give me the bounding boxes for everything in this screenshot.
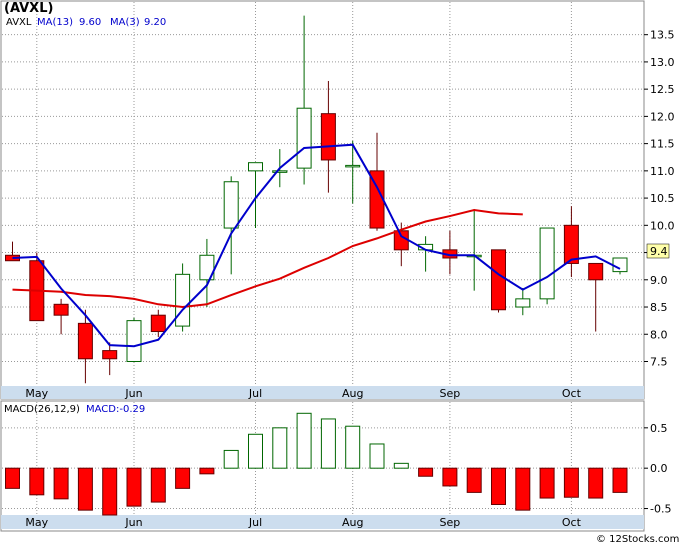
price-month-label: Jun (124, 387, 142, 400)
macd-bar (393, 462, 409, 469)
candle-body (199, 254, 215, 281)
macd-histogram (5, 412, 628, 516)
macd-bar (320, 418, 336, 469)
macd-tick-label: 0.0 (650, 462, 668, 475)
candle-body (53, 303, 69, 316)
legend-ma13-value: 9.60 (79, 17, 101, 28)
macd-bar (515, 467, 531, 511)
candle-body (563, 224, 579, 264)
price-y-axis: 7.58.08.59.09.510.010.511.011.512.012.51… (644, 29, 675, 368)
chart-title: (AVXL) (4, 1, 53, 16)
macd-month-label: Jun (124, 516, 142, 529)
price-month-label: Oct (562, 387, 582, 400)
price-month-labels: May Jun Jul Aug Sep Oct (25, 387, 581, 400)
price-tick-label: 11.0 (650, 165, 675, 178)
macd-month-label: Jul (248, 516, 262, 529)
watermark: © 12Stocks.com (596, 534, 679, 545)
macd-month-label: Sep (440, 516, 461, 529)
macd-bar (588, 467, 604, 499)
macd-month-label: Aug (342, 516, 363, 529)
macd-bar (563, 467, 579, 498)
macd-month-labels: May Jun Jul Aug Sep Oct (25, 516, 581, 529)
price-tick-label: 8.0 (650, 328, 668, 341)
price-panel-frame (0, 0, 645, 400)
ma13-line (12, 209, 523, 309)
macd-month-label: May (25, 516, 48, 529)
candle-body (539, 227, 555, 300)
macd-bar (345, 425, 361, 469)
price-tick-label: 13.0 (650, 56, 675, 69)
legend-symbol: AVXL (6, 17, 32, 28)
macd-tick-label: -0.5 (650, 503, 671, 516)
candle-body (588, 262, 604, 281)
macd-bar (126, 467, 142, 507)
macd-bar (150, 467, 166, 503)
candlesticks (5, 15, 628, 384)
macd-bar (102, 467, 118, 516)
candle-body (515, 298, 531, 308)
macd-legend-label: MACD(26,12,9) (4, 404, 80, 415)
macd-bar (248, 433, 263, 469)
candle-body (102, 350, 118, 360)
candle-body (77, 322, 93, 360)
price-tick-label: 11.5 (650, 138, 675, 151)
macd-bar (442, 467, 458, 487)
macd-bar (418, 467, 434, 477)
price-tick-label: 12.0 (650, 110, 675, 123)
price-month-label: Aug (342, 387, 363, 400)
legend-ma3-value: 9.20 (144, 17, 166, 28)
macd-y-axis: -0.5 0.0 0.5 (644, 422, 671, 516)
macd-bar (466, 467, 482, 493)
candle-body (126, 320, 142, 362)
macd-bar (77, 467, 93, 511)
macd-tick-label: 0.5 (650, 422, 668, 435)
legend-ma3-label: MA(3) (110, 17, 140, 28)
last-price-label: 9.4 (650, 245, 668, 258)
macd-legend-value: MACD:-0.29 (86, 404, 145, 415)
macd-month-band (1, 515, 644, 529)
last-price-tag (646, 243, 670, 259)
macd-bar (612, 467, 628, 493)
macd-bar (199, 467, 215, 475)
price-month-label: Sep (440, 387, 461, 400)
price-month-label: Jul (248, 387, 262, 400)
macd-bar (175, 467, 191, 489)
macd-bar (539, 467, 555, 499)
macd-bar (369, 443, 385, 469)
price-tick-label: 9.0 (650, 274, 668, 287)
candle-body (345, 164, 361, 168)
price-month-band (1, 386, 644, 399)
macd-bar (223, 449, 239, 469)
macd-month-label: Oct (562, 516, 582, 529)
candle-body (612, 257, 628, 273)
macd-bar (5, 467, 20, 489)
ma3-line (12, 143, 621, 348)
candle-body (175, 273, 191, 327)
price-tick-label: 8.5 (650, 301, 668, 314)
candle-body (491, 249, 506, 311)
candle-body (320, 113, 336, 161)
candle-body (393, 230, 409, 251)
macd-bar (53, 467, 69, 500)
macd-bar (272, 427, 288, 469)
macd-bar (491, 467, 506, 506)
price-tick-label: 10.0 (650, 219, 675, 232)
price-tick-label: 10.5 (650, 192, 675, 205)
candle-body (272, 170, 288, 173)
candle-body (296, 107, 312, 169)
price-tick-label: 7.5 (650, 355, 668, 368)
candle-body (150, 314, 166, 333)
price-tick-label: 12.5 (650, 83, 675, 96)
candle-body (223, 181, 239, 229)
price-month-label: May (25, 387, 48, 400)
price-tick-label: 13.5 (650, 29, 675, 42)
macd-bar (296, 412, 312, 469)
legend-ma13-label: MA(13) (37, 17, 73, 28)
candle-body (248, 162, 263, 172)
macd-bar (29, 467, 45, 496)
